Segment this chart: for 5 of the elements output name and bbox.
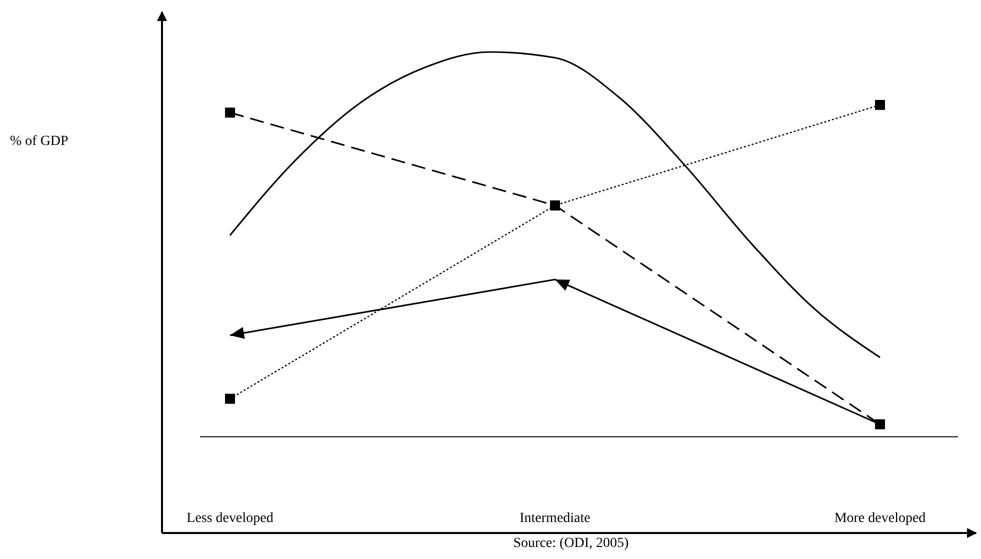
source-note: Source: (ODI, 2005) — [513, 536, 630, 551]
x-tick-label: More developed — [834, 511, 926, 526]
x-tick-label: Less developed — [186, 511, 274, 526]
text: % of GDP — [10, 134, 69, 149]
x-tick-label: Intermediate — [520, 511, 590, 526]
